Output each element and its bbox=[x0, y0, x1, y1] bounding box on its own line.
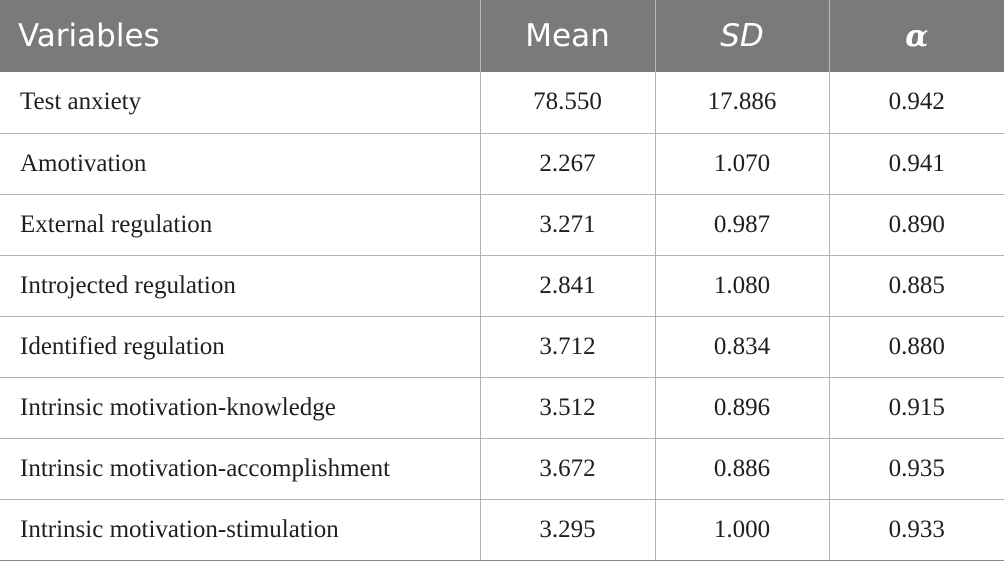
cell-variable: Identified regulation bbox=[0, 315, 480, 377]
cell-alpha: 0.935 bbox=[828, 437, 1004, 499]
cell-alpha: 0.933 bbox=[828, 498, 1004, 561]
cell-sd: 1.070 bbox=[654, 132, 829, 194]
cell-alpha: 0.942 bbox=[828, 72, 1004, 133]
table-row: Test anxiety 78.550 17.886 0.942 bbox=[0, 72, 1004, 133]
cell-sd: 0.834 bbox=[654, 315, 829, 377]
table-row: Intrinsic motivation-accomplishment 3.67… bbox=[0, 437, 1004, 499]
table-row: Identified regulation 3.712 0.834 0.880 bbox=[0, 315, 1004, 377]
cell-alpha: 0.915 bbox=[828, 376, 1004, 438]
cell-mean: 3.672 bbox=[479, 437, 655, 499]
cell-variable: Introjected regulation bbox=[0, 254, 480, 316]
table-row: Intrinsic motivation-stimulation 3.295 1… bbox=[0, 498, 1004, 561]
header-mean: Mean bbox=[479, 0, 655, 72]
table-row: Intrinsic motivation-knowledge 3.512 0.8… bbox=[0, 376, 1004, 438]
header-row: Variables Mean SD α bbox=[0, 0, 1004, 72]
table-row: External regulation 3.271 0.987 0.890 bbox=[0, 193, 1004, 255]
cell-mean: 2.841 bbox=[479, 254, 655, 316]
table-row: Introjected regulation 2.841 1.080 0.885 bbox=[0, 254, 1004, 316]
cell-mean: 3.271 bbox=[479, 193, 655, 255]
header-sd: SD bbox=[654, 0, 829, 72]
cell-mean: 2.267 bbox=[479, 132, 655, 194]
cell-alpha: 0.885 bbox=[828, 254, 1004, 316]
cell-variable: Intrinsic motivation-knowledge bbox=[0, 376, 480, 438]
cell-mean: 78.550 bbox=[479, 72, 655, 133]
cell-alpha: 0.890 bbox=[828, 193, 1004, 255]
cell-sd: 0.886 bbox=[654, 437, 829, 499]
cell-variable: Intrinsic motivation-accomplishment bbox=[0, 437, 480, 499]
cell-sd: 17.886 bbox=[654, 72, 829, 133]
cell-variable: Amotivation bbox=[0, 132, 480, 194]
cell-sd: 1.000 bbox=[654, 498, 829, 561]
cell-sd: 0.987 bbox=[654, 193, 829, 255]
cell-mean: 3.295 bbox=[479, 498, 655, 561]
table-header: Variables Mean SD α bbox=[0, 0, 1004, 72]
cell-variable: Intrinsic motivation-stimulation bbox=[0, 498, 480, 561]
cell-variable: External regulation bbox=[0, 193, 480, 255]
cell-mean: 3.712 bbox=[479, 315, 655, 377]
cell-sd: 1.080 bbox=[654, 254, 829, 316]
header-variables: Variables bbox=[0, 0, 480, 72]
cell-alpha: 0.880 bbox=[828, 315, 1004, 377]
cell-alpha: 0.941 bbox=[828, 132, 1004, 194]
table-row: Amotivation 2.267 1.070 0.941 bbox=[0, 132, 1004, 194]
cell-variable: Test anxiety bbox=[20, 88, 142, 116]
descriptive-statistics-table: Variables Mean SD α Test anxiety 78.550 … bbox=[0, 0, 1004, 561]
table-body: Test anxiety 78.550 17.886 0.942 Amotiva… bbox=[0, 72, 1004, 561]
cell-sd: 0.896 bbox=[654, 376, 829, 438]
header-alpha: α bbox=[828, 0, 1004, 72]
cell-mean: 3.512 bbox=[479, 376, 655, 438]
